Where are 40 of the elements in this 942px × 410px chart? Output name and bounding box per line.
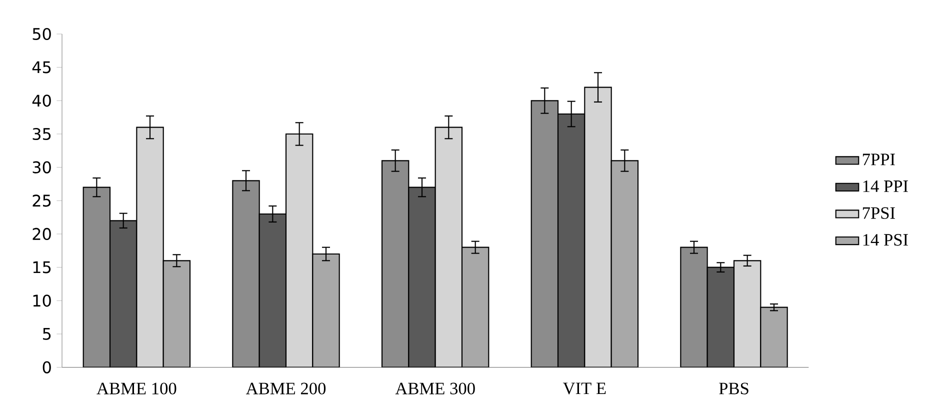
y-tick-label: 20	[32, 228, 51, 240]
x-tick-label: VIT E	[562, 382, 606, 394]
y-tick-label: 30	[32, 161, 51, 174]
bar	[136, 126, 164, 368]
legend-label: 7PSI	[862, 207, 895, 219]
bar	[706, 266, 735, 368]
bar	[258, 213, 287, 368]
bar	[461, 246, 490, 368]
y-tick-label: 50	[32, 28, 51, 40]
bar	[760, 306, 788, 368]
bar	[109, 220, 138, 368]
x-tick-label: ABME 300	[395, 382, 475, 394]
bar	[312, 253, 340, 368]
bar	[285, 133, 314, 368]
y-tick-label: 5	[43, 328, 51, 340]
y-tick-label: 35	[32, 128, 51, 140]
legend-label: 14 PPI	[863, 180, 908, 192]
bar	[82, 186, 111, 368]
x-tick-label: ABME 100	[96, 382, 176, 394]
bar	[381, 160, 410, 368]
bar	[584, 86, 612, 368]
bar	[610, 160, 639, 368]
y-tick-label: 45	[32, 61, 51, 74]
bar	[434, 126, 463, 368]
bar	[530, 100, 559, 368]
bar	[162, 260, 191, 368]
bar	[408, 186, 436, 368]
x-tick-label: PBS	[719, 382, 748, 394]
bar	[680, 246, 708, 368]
y-tick-label: 15	[33, 261, 51, 274]
y-tick-label: 0	[42, 361, 51, 374]
y-tick-label: 25	[32, 194, 51, 207]
x-tick-label: ABME 200	[246, 382, 326, 394]
y-tick-label: 10	[33, 294, 51, 307]
bar	[232, 180, 260, 368]
legend-label: 7PPI	[862, 154, 895, 166]
y-tick-label: 40	[32, 94, 51, 107]
bar	[557, 113, 586, 368]
bar	[733, 260, 762, 368]
legend-label: 14 PSI	[863, 234, 908, 246]
